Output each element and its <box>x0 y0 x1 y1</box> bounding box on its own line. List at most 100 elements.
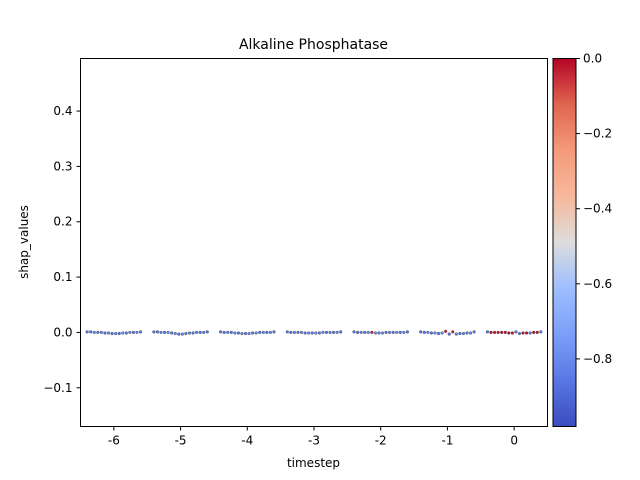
data-point <box>173 331 177 336</box>
data-point <box>307 331 311 335</box>
colorbar-gradient <box>552 58 577 427</box>
data-point <box>402 330 406 334</box>
data-point <box>229 330 233 334</box>
x-tick-label: -3 <box>308 434 320 448</box>
data-point <box>398 330 402 334</box>
y-tick-label: 0.1 <box>53 270 72 284</box>
data-point <box>187 331 192 335</box>
data-point <box>485 330 490 334</box>
data-point <box>388 330 392 334</box>
data-point <box>96 330 100 334</box>
data-point <box>429 331 433 335</box>
data-point <box>89 330 93 334</box>
data-point <box>356 330 360 334</box>
plot-area <box>80 58 548 427</box>
data-point <box>440 331 444 335</box>
data-point <box>258 330 262 334</box>
x-tick-label: -5 <box>175 434 187 448</box>
data-point <box>254 331 258 335</box>
data-point <box>444 329 448 333</box>
data-point <box>447 332 451 336</box>
data-point <box>205 330 209 334</box>
data-point <box>128 330 132 334</box>
data-point <box>289 330 293 334</box>
data-point <box>219 330 223 334</box>
data-point <box>517 331 522 336</box>
data-point <box>155 330 159 334</box>
y-axis-ticks: −0.1 0.0 0.1 0.2 0.3 0.4 <box>43 104 81 395</box>
data-point <box>292 330 296 334</box>
data-point <box>352 330 356 334</box>
data-point <box>521 331 525 335</box>
x-tick-label: -2 <box>375 434 387 448</box>
colorbar-tick-label: −0.2 <box>583 127 612 141</box>
data-point <box>539 330 543 334</box>
data-point <box>535 330 539 334</box>
data-point <box>195 330 199 334</box>
x-tick-label: -4 <box>241 434 253 448</box>
data-point <box>265 330 269 334</box>
data-point <box>299 330 304 334</box>
data-point <box>124 331 128 335</box>
data-point <box>328 330 332 334</box>
data-point <box>222 330 226 334</box>
data-point <box>85 330 89 334</box>
data-point <box>436 331 441 336</box>
data-point <box>285 330 289 334</box>
data-point <box>489 330 493 334</box>
data-point <box>272 330 276 334</box>
data-point <box>198 330 202 334</box>
data-point <box>159 330 163 334</box>
x-axis-label: timestep <box>287 456 340 470</box>
data-point <box>114 331 118 336</box>
colorbar-tick-label: 0.0 <box>583 52 602 66</box>
data-point <box>251 331 255 335</box>
data-point <box>191 331 195 335</box>
data-point <box>226 330 230 334</box>
data-point <box>419 330 423 334</box>
data-point <box>335 330 339 334</box>
data-point <box>426 330 430 334</box>
data-point <box>310 331 314 335</box>
data-point <box>454 332 458 336</box>
data-point <box>170 331 174 335</box>
data-point <box>373 331 377 335</box>
data-point <box>500 330 504 334</box>
data-point <box>152 330 156 334</box>
data-point <box>359 330 363 334</box>
x-tick-label: 0 <box>510 434 518 448</box>
data-point <box>528 331 532 335</box>
x-axis-ticks: -6 -5 -4 -3 -2 -1 0 <box>108 426 518 448</box>
colorbar-ticks: 0.0 −0.2 −0.4 −0.6 −0.8 <box>576 52 612 366</box>
data-point <box>366 330 370 334</box>
data-point <box>92 330 96 334</box>
data-point <box>433 331 437 335</box>
data-point <box>317 331 321 335</box>
data-point <box>106 331 111 335</box>
data-point <box>469 331 473 335</box>
y-tick-label: −0.1 <box>43 381 72 395</box>
data-point <box>324 330 329 334</box>
data-point <box>177 332 181 336</box>
data-point <box>184 331 188 336</box>
y-tick-label: 0.4 <box>53 104 72 118</box>
data-point <box>493 330 497 334</box>
data-point <box>99 330 103 334</box>
data-point <box>496 330 500 334</box>
data-point <box>451 330 455 334</box>
data-point <box>532 330 536 334</box>
data-point <box>391 330 395 334</box>
data-point <box>103 331 107 335</box>
data-point <box>135 330 139 334</box>
data-point <box>377 331 381 335</box>
colorbar-tick-label: −0.4 <box>583 202 612 216</box>
colorbar-tick-label: −0.6 <box>583 277 612 291</box>
data-point <box>166 330 170 334</box>
y-tick-label: 0.3 <box>53 159 72 173</box>
data-point <box>405 330 409 334</box>
data-point <box>514 330 518 334</box>
data-point <box>422 330 426 334</box>
data-point <box>339 330 343 334</box>
data-point <box>236 331 240 335</box>
